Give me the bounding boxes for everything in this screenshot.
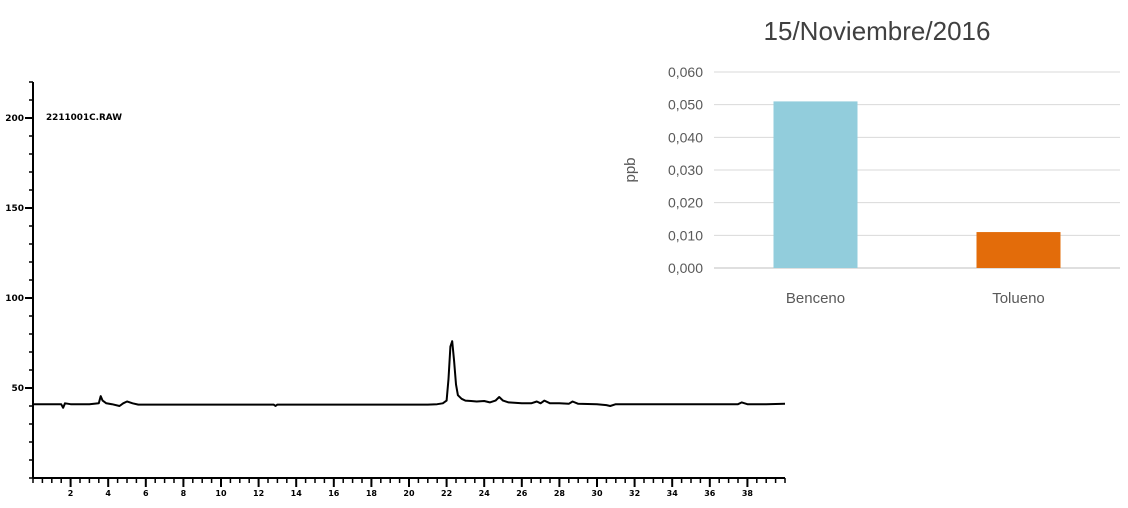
chromatogram-x-tick-label: 38 bbox=[742, 489, 754, 498]
chromatogram-x-tick-label: 24 bbox=[479, 489, 491, 498]
chromatogram-x-tick-label: 10 bbox=[215, 489, 227, 498]
chromatogram-x-tick-label: 6 bbox=[143, 489, 149, 498]
bar-chart-y-tick-label: 0,050 bbox=[668, 97, 703, 113]
chromatogram-x-ticks: 2 4 6 8 10 12 14 16 18 20 22 24 26 28 30 32 34 36 38 bbox=[68, 478, 754, 498]
chromatogram-x-tick-label: 14 bbox=[291, 489, 303, 498]
bar-tolueno bbox=[976, 232, 1061, 268]
chromatogram-y-tick-label: 50 bbox=[11, 384, 24, 394]
bar-chart-category-label: Tolueno bbox=[992, 290, 1045, 307]
chromatogram-x-tick-label: 4 bbox=[105, 489, 111, 498]
bar-chart-y-ticks: 0,000 0,010 0,020 0,030 0,040 0,050 0,060 bbox=[668, 64, 703, 276]
bar-chart-y-tick-label: 0,020 bbox=[668, 195, 703, 211]
bar-chart-y-tick-label: 0,030 bbox=[668, 162, 703, 178]
chromatogram-y-tick-label: 150 bbox=[5, 204, 24, 214]
chromatogram-x-tick-label: 32 bbox=[629, 489, 640, 498]
bar-chart-y-tick-label: 0,060 bbox=[668, 64, 703, 80]
chromatogram-x-tick-label: 30 bbox=[591, 489, 603, 498]
bar-chart-category-label: Benceno bbox=[786, 290, 845, 307]
chromatogram-x-tick-label: 20 bbox=[403, 489, 415, 498]
bar-chart-y-tick-label: 0,010 bbox=[668, 227, 703, 243]
chromatogram-x-tick-label: 18 bbox=[366, 489, 378, 498]
chromatogram-trace bbox=[33, 340, 786, 409]
chromatogram-x-tick-label: 2 bbox=[68, 489, 74, 498]
chromatogram-x-tick-label: 26 bbox=[516, 489, 528, 498]
bar-chart-title: 15/Noviembre/2016 bbox=[764, 16, 991, 46]
chromatogram-x-tick-label: 22 bbox=[441, 489, 452, 498]
chromatogram-y-tick-label: 100 bbox=[5, 294, 24, 304]
bar-chart-y-tick-label: 0,040 bbox=[668, 129, 703, 145]
bar-chart-category-labels: Benceno Tolueno bbox=[786, 290, 1045, 307]
bar-chart-y-axis-label: ppb bbox=[622, 157, 639, 182]
chromatogram-file-label: 2211001C.RAW bbox=[46, 113, 122, 123]
bar-chart-y-tick-label: 0,000 bbox=[668, 260, 703, 276]
bar-benceno bbox=[773, 101, 858, 269]
bar-chart-bars bbox=[773, 101, 1061, 269]
chromatogram-x-tick-label: 8 bbox=[181, 489, 187, 498]
chromatogram-x-tick-label: 36 bbox=[704, 489, 716, 498]
chromatogram-x-tick-label: 16 bbox=[328, 489, 340, 498]
chromatogram-x-tick-label: 34 bbox=[667, 489, 679, 498]
chromatogram-y-tick-label: 200 bbox=[5, 114, 24, 124]
chromatogram-y-ticks: 50 100 150 200 bbox=[5, 114, 33, 394]
chromatogram-x-tick-label: 12 bbox=[253, 489, 264, 498]
bar-chart: 15/Noviembre/2016 ppb 0,0000,0100,0200,0… bbox=[622, 16, 1120, 307]
chromatogram-x-tick-label: 28 bbox=[554, 489, 566, 498]
